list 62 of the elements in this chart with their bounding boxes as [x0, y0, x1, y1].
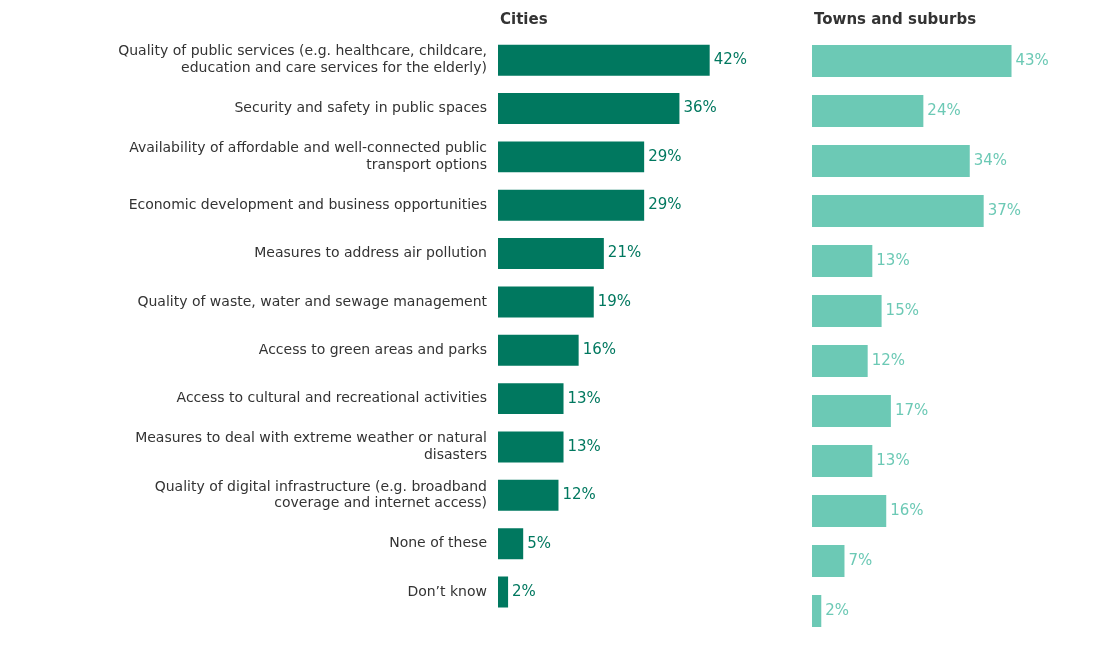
data-label: 16% [890, 500, 924, 519]
bar [812, 545, 845, 577]
bar [812, 195, 984, 227]
y-tick-label: Don’t know [407, 582, 487, 599]
bar [812, 45, 1012, 77]
y-tick-label: Economic development and business opportunities [128, 195, 487, 212]
y-tick-label: Measures to deal with extreme weather or natural disasters [135, 429, 487, 463]
data-label: 42% [713, 50, 748, 69]
y-tick-label: Quality of digital infrastructure (e.g. broadband coverage and internet access) [154, 477, 487, 511]
data-label: 12% [562, 485, 596, 504]
data-label: 5% [527, 533, 551, 552]
y-tick-label: Quality of waste, water and sewage management [137, 292, 488, 309]
data-label: 13% [567, 388, 601, 407]
y-tick-label: None of these [389, 534, 487, 551]
bar [498, 93, 680, 124]
data-label: 43% [1015, 50, 1049, 69]
data-label: 17% [894, 400, 929, 419]
data-label: 16% [582, 340, 616, 359]
bar [812, 595, 822, 627]
bar [498, 479, 559, 511]
bar [812, 95, 924, 127]
data-label: 12% [871, 350, 906, 369]
bar [812, 145, 970, 177]
data-label: 13% [876, 250, 910, 269]
data-label: 13% [567, 436, 601, 455]
data-label: 34% [973, 150, 1008, 169]
data-label: 13% [876, 450, 910, 469]
y-tick-label: Access to cultural and recreational activities [176, 389, 487, 406]
y-tick-label: Measures to address air pollution [254, 244, 487, 261]
chart-title: Towns and suburbs [814, 9, 977, 28]
bar [812, 345, 868, 377]
bar [498, 238, 604, 270]
bar [812, 495, 887, 527]
data-label: 36% [683, 98, 717, 117]
data-label: 15% [885, 300, 919, 319]
bar [812, 295, 882, 327]
chart-title: Cities [500, 9, 548, 28]
y-tick-label: Security and safety in public spaces [234, 99, 487, 116]
data-label: 2% [825, 600, 850, 619]
bar [498, 576, 509, 608]
data-label: 24% [927, 100, 961, 119]
bar [498, 189, 645, 221]
bar [812, 395, 891, 427]
bar [812, 445, 873, 477]
y-tick-label: Access to green areas and parks [258, 340, 487, 357]
bar [498, 528, 524, 560]
data-label: 7% [848, 550, 873, 569]
data-label: 29% [648, 146, 682, 165]
data-label: 19% [597, 291, 632, 310]
data-label: 21% [607, 243, 642, 262]
bar [498, 431, 564, 463]
bar [498, 141, 645, 173]
bar [812, 245, 873, 277]
bar [498, 383, 564, 415]
data-label: 29% [648, 195, 682, 214]
data-label: 2% [512, 581, 536, 600]
y-tick-label: Availability of affordable and well-connected public transport options [129, 139, 487, 172]
y-tick-label: Quality of public services (e.g. healthcare, childcare, education and care services for the elderly) [118, 42, 487, 76]
bar [498, 44, 710, 76]
data-label: 37% [987, 200, 1022, 219]
bar [498, 286, 594, 318]
bar [498, 334, 579, 366]
